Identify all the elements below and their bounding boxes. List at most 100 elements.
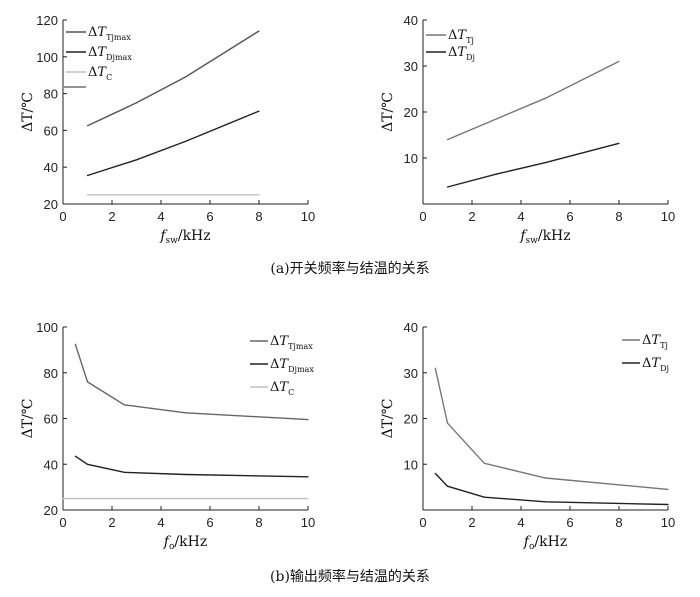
data-point xyxy=(86,174,89,177)
y-tick-label: 120 xyxy=(36,13,58,28)
y-tick-label: 80 xyxy=(44,87,58,102)
y-tick-label: 10 xyxy=(404,151,418,166)
data-point xyxy=(307,476,309,478)
series-line-Djmax xyxy=(74,455,309,478)
x-tick-label: 6 xyxy=(566,209,573,224)
data-point xyxy=(184,412,187,414)
data-point xyxy=(446,422,449,424)
data-point xyxy=(184,473,187,476)
y-tick-label: 100 xyxy=(36,320,58,335)
y-tick-label: 20 xyxy=(44,503,58,518)
legend-label-Dj: ΔTDj xyxy=(642,356,669,373)
y-tick-label: 20 xyxy=(404,412,418,427)
legend-label-Tjmax: ΔTTjmax xyxy=(88,25,131,42)
legend-label-Djmax: ΔTDjmax xyxy=(270,357,314,374)
x-axis-label: fsw/kHz xyxy=(159,228,210,246)
data-point xyxy=(667,488,669,490)
x-tick-label: 2 xyxy=(108,515,115,530)
legend-label-C: ΔTC xyxy=(270,380,294,397)
data-point xyxy=(307,498,309,500)
y-tick-label: 20 xyxy=(404,105,418,120)
data-point xyxy=(74,343,76,345)
data-point xyxy=(483,496,485,498)
data-point xyxy=(446,186,449,188)
x-tick-label: 4 xyxy=(157,515,164,530)
x-tick-label: 8 xyxy=(255,209,262,224)
data-point xyxy=(74,455,76,457)
data-point xyxy=(667,503,669,506)
series-line-Tjmax xyxy=(87,30,260,127)
data-point xyxy=(86,381,89,383)
legend-label-Tj: ΔTTj xyxy=(642,333,668,350)
chart-b-right: 0 2 4 6 8 10 10 20 30 40 ΔT/℃ fo/kHz ΔTTj ΔTDj xyxy=(380,320,675,552)
data-point xyxy=(86,125,89,127)
data-point xyxy=(307,419,309,421)
data-point xyxy=(446,485,449,487)
y-axis-label: ΔT/℃ xyxy=(20,92,36,132)
x-tick-label: 6 xyxy=(566,515,573,530)
data-point xyxy=(434,367,436,369)
legend-label-Dj: ΔTDj xyxy=(448,45,475,62)
data-point xyxy=(446,139,449,141)
data-point xyxy=(86,194,89,196)
caption-b: (b)输出频率与结温的关系 xyxy=(270,569,430,585)
y-tick-label: 40 xyxy=(404,320,418,335)
y-tick-label: 20 xyxy=(44,197,58,212)
caption-a: (a)开关频率与结温的关系 xyxy=(270,261,430,277)
legend-label-Tj: ΔTTj xyxy=(448,28,474,45)
x-tick-label: 8 xyxy=(255,515,262,530)
y-axis-label: ΔT/℃ xyxy=(20,399,36,439)
data-point xyxy=(434,472,436,474)
data-point xyxy=(618,60,620,63)
data-point xyxy=(123,404,125,406)
x-tick-label: 4 xyxy=(157,209,164,224)
data-point xyxy=(483,462,485,464)
x-tick-label: 4 xyxy=(517,209,524,224)
chart-a-left: 0 2 4 6 8 10 20 40 60 80 100 120 ΔT/℃ fsw/kHz ΔTTjmax Δ… xyxy=(20,13,315,246)
x-tick-label: 6 xyxy=(206,209,213,224)
data-point xyxy=(544,97,547,99)
data-point xyxy=(135,159,138,161)
data-point xyxy=(184,140,187,142)
y-tick-label: 40 xyxy=(404,13,418,28)
data-point xyxy=(135,102,138,104)
y-tick-label: 10 xyxy=(404,457,418,472)
data-point xyxy=(544,162,547,164)
series-line-Djmax xyxy=(87,110,260,177)
data-point xyxy=(544,501,547,503)
data-point xyxy=(495,118,498,120)
x-axis-label: fsw/kHz xyxy=(519,228,570,246)
x-tick-label: 4 xyxy=(517,515,524,530)
x-tick-label: 6 xyxy=(206,515,213,530)
data-point xyxy=(544,477,547,479)
x-axis-label: fo/kHz xyxy=(523,534,567,552)
y-axis-label: ΔT/℃ xyxy=(380,92,396,132)
x-tick-label: 2 xyxy=(468,209,475,224)
data-point xyxy=(495,173,498,175)
y-tick-label: 100 xyxy=(36,50,58,65)
data-point xyxy=(184,76,187,78)
y-tick-label: 60 xyxy=(44,412,58,427)
x-axis-label: fo/kHz xyxy=(163,534,207,552)
x-tick-label: 2 xyxy=(108,209,115,224)
series-line-Tj xyxy=(434,368,669,491)
legend-label-Djmax: ΔTDjmax xyxy=(88,45,132,62)
data-point xyxy=(123,471,125,473)
y-tick-label: 30 xyxy=(404,366,418,381)
x-tick-label: 0 xyxy=(59,515,66,530)
y-axis-label: ΔT/℃ xyxy=(380,399,396,439)
x-tick-label: 0 xyxy=(419,515,426,530)
y-tick-label: 40 xyxy=(44,160,58,175)
x-tick-label: 8 xyxy=(615,209,622,224)
data-point xyxy=(258,110,260,112)
x-tick-label: 2 xyxy=(468,515,475,530)
x-tick-label: 8 xyxy=(615,515,622,530)
data-point xyxy=(62,498,64,500)
legend-label-Tjmax: ΔTTjmax xyxy=(270,334,313,351)
chart-b-left: 0 2 4 6 8 10 20 40 60 80 100 ΔT/℃ fo/kHz ΔTTjmax ΔTDjm… xyxy=(20,320,315,552)
data-point xyxy=(258,30,260,32)
data-point xyxy=(618,142,620,144)
series-line-Tj xyxy=(447,60,620,141)
y-tick-label: 80 xyxy=(44,366,58,381)
